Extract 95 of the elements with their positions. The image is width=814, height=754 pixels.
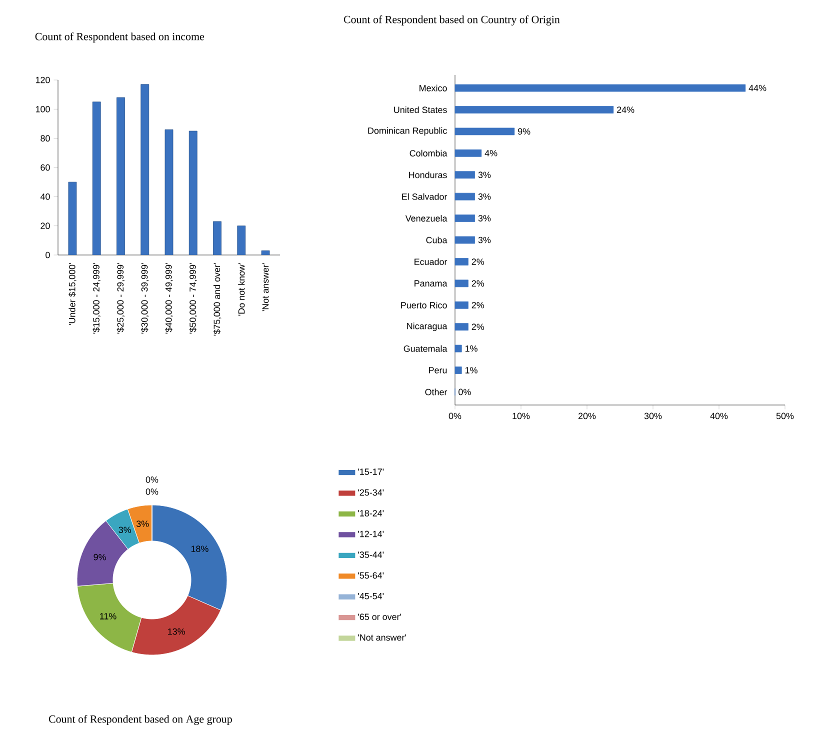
y-tick-label: Honduras [409,172,447,178]
chart-title: Count of Respondent based on income [35,32,204,42]
bar [454,128,515,136]
y-tick-label: 120 [36,76,50,84]
y-tick-label: Venezuela [405,214,448,222]
text: 0% [146,476,158,483]
y-tick-label: Nicaragua [407,322,448,332]
x-tick-label: 40% [710,412,728,420]
data-label: 3% [478,236,491,244]
bar [454,280,468,288]
bar [261,250,270,255]
y-tick-label: Cuba [426,236,448,244]
data-label: 3% [478,172,491,178]
x-tick-label: 'Do not know' [238,263,245,316]
bar [454,344,462,352]
legend-label: '18-24' [358,510,384,516]
legend-label: '35-44' [358,552,384,558]
bar [454,323,468,331]
y-tick-label: 0 [46,252,50,258]
bar [116,97,125,255]
y-tick-label: Colombia [410,150,448,156]
data-label: 24% [617,106,634,113]
data-label: 3% [136,520,149,527]
data-label: 2% [472,280,484,287]
x-tick-label: 10% [512,412,530,420]
x-tick-label: '$30,000 - 39,999' [140,263,149,334]
y-tick-label: United States [394,106,447,114]
y-tick-label: Panama [414,280,448,287]
y-tick-label: Mexico [420,84,447,92]
x-tick-label: 0% [448,412,462,420]
bar [454,149,482,157]
x-tick-label: '$25,000 - 29,999' [116,263,125,334]
data-label: 3% [118,526,132,534]
data-label: 9% [518,128,530,135]
data-label: 9% [94,554,106,560]
y-tick-label: Peru [429,367,447,374]
data-label: 3% [478,215,491,222]
data-label: 1% [465,367,478,374]
bar [454,301,468,309]
bar [454,258,468,266]
data-label: 2% [472,302,484,308]
bar [454,214,476,222]
x-tick-label: '$75,000 and over' [213,263,222,336]
bar [188,130,198,255]
legend-label: '15-17' [358,468,384,475]
bar [92,102,101,255]
data-label: 3% [478,193,491,200]
bar [454,106,614,114]
data-label: 13% [168,628,185,635]
y-tick-label: Guatemala [404,345,448,352]
text: 0% [146,488,158,495]
bar [213,221,222,255]
text: Count of Respondent based on Age group [48,714,232,726]
y-tick-label: 40 [40,193,50,200]
y-tick-label: 20 [40,222,50,230]
legend-label: '65 or over' [358,614,402,620]
bar [454,84,746,92]
x-tick-label: '$50,000 - 74,999' [189,263,198,334]
legend-label: '12-14' [358,530,384,538]
bar [454,171,476,179]
y-tick-label: Puerto Rico [401,302,447,308]
x-tick-label: '$40,000 - 49,999' [165,263,173,334]
bar [454,366,462,374]
data-label: 18% [191,546,208,552]
chart-title: Count of Respondent based on Country of Origin [344,15,560,26]
data-label: 1% [465,345,478,352]
legend-label: '25-34' [358,489,384,496]
bar [164,129,174,255]
y-tick-label: El Salvador [402,193,448,200]
legend-label: 'Not answer' [358,634,406,641]
bar [454,192,476,200]
y-tick-label: Dominican Republic [368,127,447,136]
data-label: 4% [484,150,498,156]
data-label: 2% [472,258,484,265]
x-tick-label: 'Under $15,000' [68,263,76,326]
data-label: 11% [100,613,116,620]
bar [237,226,246,255]
x-tick-label: 30% [644,412,662,420]
data-label: 2% [472,324,484,330]
legend-label: '45-54' [358,593,384,600]
x-tick-label: 50% [776,412,794,420]
bar [140,84,150,255]
bar [454,236,476,244]
x-tick-label: '$15,000 - 24,999' [92,263,100,334]
legend-label: '55-64' [358,572,384,579]
data-label: 44% [748,84,766,92]
y-tick-label: 100 [36,106,50,112]
bar [68,182,77,255]
x-tick-label: 20% [578,412,596,420]
y-tick-label: 80 [40,135,50,142]
y-tick-label: Other [425,388,448,396]
data-label: 0% [458,388,471,396]
x-tick-label: 'Not answer' [262,263,269,312]
y-tick-label: 60 [40,164,50,171]
y-tick-label: Ecuador [414,258,448,266]
